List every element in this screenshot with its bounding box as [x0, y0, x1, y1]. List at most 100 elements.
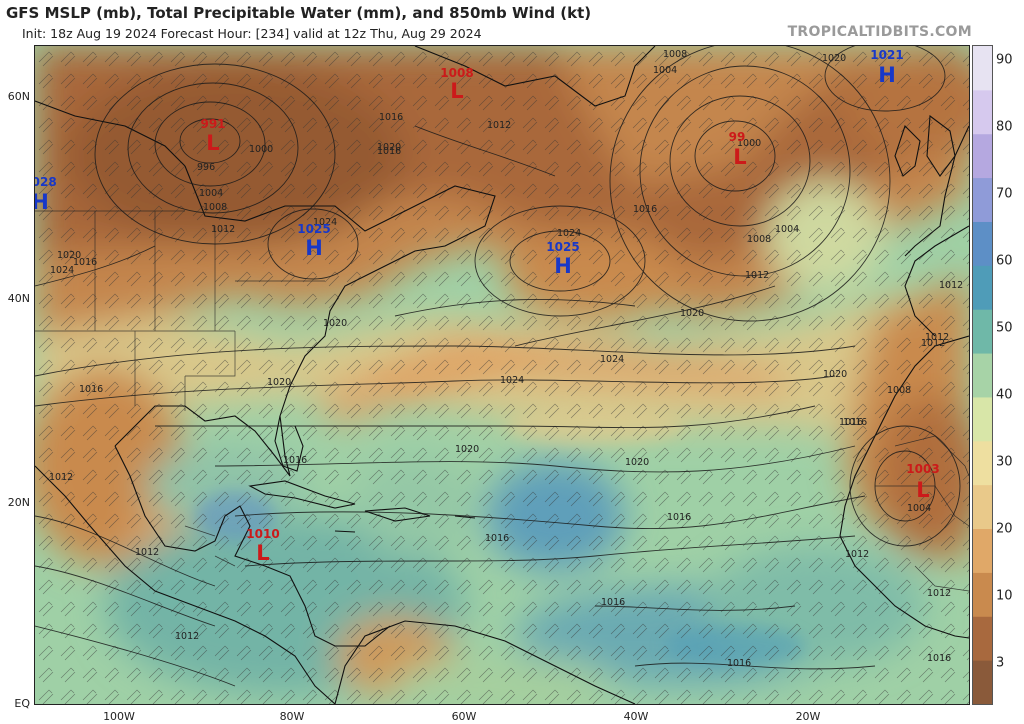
isobar-label: 1024 [557, 228, 581, 239]
isobar-label: 1004 [199, 188, 223, 199]
colorbar-swatch [973, 309, 992, 354]
isobar-label: 996 [197, 162, 215, 173]
isobar-label: 1016 [73, 257, 97, 268]
isobar-label: 1020 [823, 369, 847, 380]
longitude-label: 80W [279, 710, 305, 723]
latitude-label: 60N [7, 90, 30, 103]
colorbar-tick: 20 [996, 521, 1013, 537]
isobar-label: 1012 [927, 588, 951, 599]
isobar-label: 1012 [845, 549, 869, 560]
isobar-label: 1012 [925, 332, 949, 343]
colorbar-swatches [973, 46, 992, 704]
colorbar-tick: 70 [996, 186, 1013, 202]
colorbar-tick: 30 [996, 454, 1013, 470]
isobar-label: 1020 [680, 308, 704, 319]
isobar-label: 1020 [377, 142, 401, 153]
low-pressure-symbol: L [916, 478, 929, 502]
high-pressure-value: 1028 [35, 175, 57, 189]
borders [35, 210, 969, 592]
low-pressure-value: 991 [200, 117, 225, 131]
colorbar-swatch [973, 440, 992, 486]
colorbar-swatch [973, 528, 992, 573]
isobar-label: 1016 [283, 455, 307, 466]
isobar-label: 1024 [50, 265, 74, 276]
isobar-label: 1012 [921, 338, 945, 349]
isobar-label: 1020 [455, 444, 479, 455]
isobar-label: 1008 [887, 385, 911, 396]
map-canvas: 1008 1004 1020 1012 1016 1000 996 1004 1… [35, 46, 969, 704]
low-pressure-value: 99 [729, 130, 746, 144]
colorbar-swatch [973, 265, 992, 310]
isobar-label: 1016 [377, 146, 401, 157]
colorbar-swatch [973, 177, 992, 222]
isobar-label: 1000 [249, 144, 273, 155]
colorbar-tick: 90 [996, 52, 1013, 68]
isobar-label: 1004 [907, 503, 931, 514]
isobar-label: 1020 [625, 457, 649, 468]
high-pressure-value: 1025 [546, 240, 579, 254]
isobar-label: 1016 [633, 204, 657, 215]
colorbar-swatch [973, 89, 992, 135]
colorbar-swatch [973, 484, 992, 530]
colorbar-swatch [973, 572, 992, 617]
high-pressure-symbol: H [305, 236, 323, 260]
low-pressure-value: 1008 [440, 66, 473, 80]
isobar-label: 1012 [745, 270, 769, 281]
high-pressure-value: 1021 [870, 48, 903, 62]
isobar-label: 1024 [600, 354, 624, 365]
pressure-centers: 1008 L 991 L 99 L 1021 H 1028 H 1025 H 1… [35, 48, 940, 565]
latitude-label: 40N [7, 292, 30, 305]
weather-map: 1008 1004 1020 1012 1016 1000 996 1004 1… [34, 45, 970, 705]
colorbar-swatch [973, 353, 992, 398]
isobar-label: 1024 [313, 217, 337, 228]
latitude-label: 20N [7, 496, 30, 509]
colorbar-tick: 60 [996, 253, 1013, 269]
map-title: GFS MSLP (mb), Total Precipitable Water … [6, 4, 592, 22]
isobar-label: 1016 [843, 417, 867, 428]
colorbar-swatch [973, 46, 992, 91]
high-pressure-symbol: H [878, 63, 896, 87]
isobar-label: 1008 [203, 202, 227, 213]
high-pressure-value: 1025 [297, 222, 330, 236]
isobar-label: 1012 [135, 547, 159, 558]
colorbar-swatch [973, 396, 992, 442]
isobar-label: 1024 [500, 375, 524, 386]
colorbar-tick: 3 [996, 655, 1005, 671]
isobar-label: 1012 [175, 631, 199, 642]
forecast-info: Init: 18z Aug 19 2024 Forecast Hour: [23… [22, 26, 482, 41]
isobar-value-labels: 1008 1004 1020 1012 1016 1000 996 1004 1… [49, 49, 963, 669]
longitude-label: 40W [623, 710, 649, 723]
isobar-label: 1012 [211, 224, 235, 235]
isobar-label: 1016 [927, 653, 951, 664]
wind-barbs [35, 46, 969, 704]
isobars [35, 46, 961, 687]
isobar-label: 1016 [601, 597, 625, 608]
isobar-label: 1016 [485, 533, 509, 544]
precipitable-water-colorbar [972, 45, 993, 705]
longitude-label: 100W [103, 710, 135, 723]
colorbar-swatch [973, 133, 992, 179]
isobar-label: 1012 [939, 280, 963, 291]
colorbar-tick: 10 [996, 588, 1013, 604]
isobar-label: 1020 [267, 377, 291, 388]
high-pressure-symbol: H [35, 190, 49, 214]
isobar-label: 1016 [79, 384, 103, 395]
isobar-label: 1008 [663, 49, 687, 60]
isobar-label: 1016 [379, 112, 403, 123]
isobar-label: 1004 [775, 224, 799, 235]
isobar-label: 1016 [839, 417, 863, 428]
low-pressure-symbol: L [733, 145, 746, 169]
colorbar-swatch [973, 616, 992, 661]
longitude-label: 20W [795, 710, 821, 723]
isobar-label: 1016 [727, 658, 751, 669]
low-pressure-symbol: L [206, 131, 219, 155]
isobar-label: 1004 [653, 65, 677, 76]
high-pressure-symbol: H [554, 254, 572, 278]
low-pressure-value: 1003 [906, 462, 939, 476]
isobar-label: 1008 [747, 234, 771, 245]
low-pressure-value: 1010 [246, 527, 279, 541]
coastlines [35, 46, 969, 704]
colorbar-tick: 40 [996, 387, 1013, 403]
isobar-label: 1020 [57, 250, 81, 261]
isobar-label: 1012 [487, 120, 511, 131]
